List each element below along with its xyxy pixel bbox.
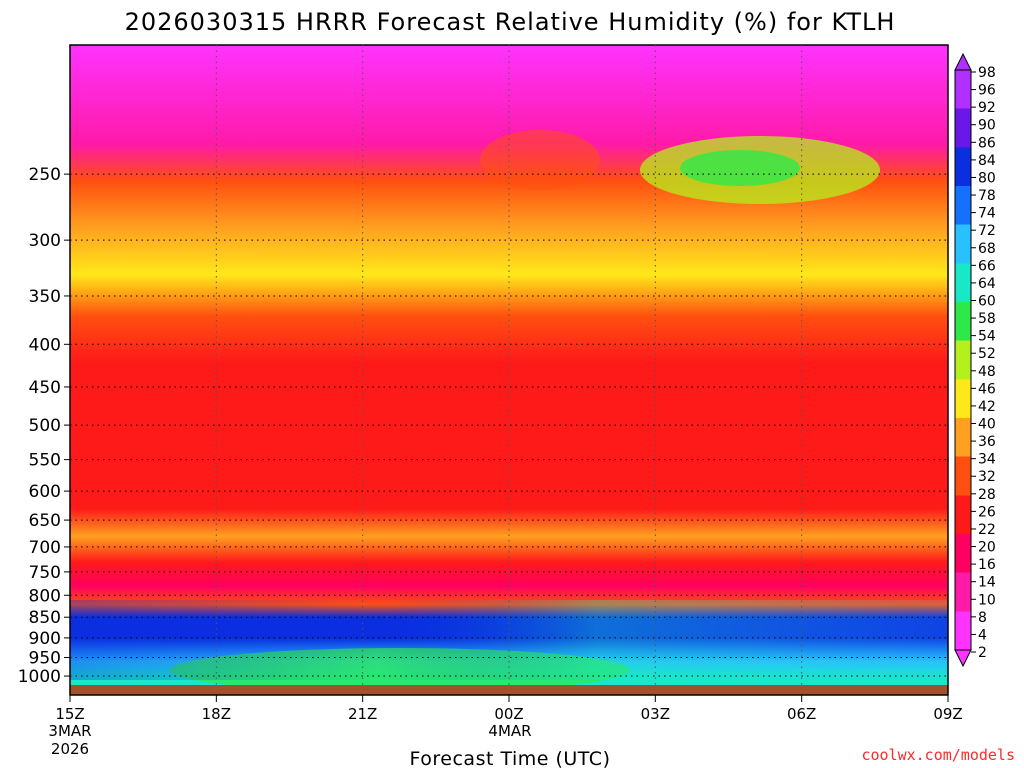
colorbar-tick-label: 80 (978, 170, 996, 186)
start-date-year: 2026 (51, 740, 89, 758)
colorbar-tick-label: 92 (978, 100, 996, 116)
colorbar-tick-label: 16 (978, 557, 996, 573)
time-tick-label: 00Z (494, 705, 523, 723)
colorbar: 2481014162022262832343640424648525458606… (954, 52, 996, 668)
credit-text: coolwx.com/models (861, 746, 1015, 764)
colorbar-tick-label: 58 (978, 311, 996, 327)
pressure-tick-label: 600 (29, 482, 61, 502)
ground-strip (70, 685, 948, 695)
colorbar-tick-label: 34 (978, 452, 996, 468)
colorbar-tick-label: 66 (978, 258, 996, 274)
colorbar-tick-label: 54 (978, 329, 996, 345)
colorbar-bottom-arrow (954, 649, 972, 668)
colorbar-tick-label: 42 (978, 399, 996, 415)
pressure-tick-label: 500 (29, 416, 61, 436)
pressure-tick-label: 350 (29, 287, 61, 307)
colorbar-tick-label: 8 (978, 610, 987, 626)
colorbar-tick-label: 52 (978, 346, 996, 362)
colorbar-tick-label: 64 (978, 276, 996, 292)
start-date-day: 3MAR (48, 722, 91, 740)
colorbar-bar (954, 69, 972, 651)
colorbar-tick-label: 68 (978, 241, 996, 257)
chart-title: 2026030315 HRRR Forecast Relative Humidi… (125, 8, 896, 36)
pressure-tick-label: 800 (29, 586, 61, 606)
colorbar-tick-label: 84 (978, 153, 996, 169)
colorbar-tick-label: 22 (978, 522, 996, 538)
time-tick-label: 06Z (787, 705, 816, 723)
colorbar-tick-label: 40 (978, 417, 996, 433)
colorbar-tick-label: 26 (978, 504, 996, 520)
pressure-tick-label: 650 (29, 511, 61, 531)
x-axis-label: Forecast Time (UTC) (410, 748, 611, 768)
colorbar-tick-label: 60 (978, 293, 996, 309)
pressure-tick-label: 550 (29, 451, 61, 471)
colorbar-top-arrow (954, 52, 972, 71)
colorbar-tick-label: 10 (978, 592, 996, 608)
colorbar-tick-label: 4 (978, 627, 987, 643)
time-tick-label: 15Z (55, 705, 84, 723)
pressure-gridlines (70, 173, 948, 677)
dry-slot-upper (480, 130, 600, 190)
pressure-tick-label: 950 (29, 648, 61, 668)
pressure-tick-label: 900 (29, 629, 61, 649)
colorbar-tick-label: 78 (978, 188, 996, 204)
pressure-tick-label: 400 (29, 335, 61, 355)
colorbar-tick-label: 86 (978, 135, 996, 151)
colorbar-ticks: 2481014162022262832343640424648525458606… (971, 65, 996, 661)
time-tick-label: 03Z (641, 705, 670, 723)
colorbar-tick-label: 32 (978, 469, 996, 485)
time-axis: 15Z 18Z 21Z 00Z 03Z 06Z 09Z (55, 695, 963, 723)
plot-area: 2503003504004505005506006507007508008509… (18, 44, 963, 723)
colorbar-tick-label: 48 (978, 364, 996, 380)
time-tick-label: 09Z (933, 705, 962, 723)
day-change-label: 4MAR (488, 722, 531, 740)
colorbar-tick-label: 28 (978, 487, 996, 503)
pressure-tick-label: 450 (29, 378, 61, 398)
pressure-tick-label: 300 (29, 231, 61, 251)
time-tick-label: 18Z (202, 705, 231, 723)
colorbar-tick-label: 98 (978, 65, 996, 81)
colorbar-tick-label: 14 (978, 575, 996, 591)
pressure-tick-label: 250 (29, 165, 61, 185)
colorbar-tick-label: 20 (978, 540, 996, 556)
pressure-tick-label: 1000 (18, 667, 61, 687)
colorbar-tick-label: 2 (978, 645, 987, 661)
pressure-tick-label: 850 (29, 608, 61, 628)
pressure-tick-label: 750 (29, 563, 61, 583)
colorbar-tick-label: 36 (978, 434, 996, 450)
pressure-tick-label: 700 (29, 538, 61, 558)
moist-patch-upper-core (680, 150, 800, 186)
colorbar-tick-label: 72 (978, 223, 996, 239)
colorbar-tick-label: 74 (978, 206, 996, 222)
colorbar-tick-label: 96 (978, 83, 996, 99)
colorbar-tick-label: 46 (978, 381, 996, 397)
colorbar-tick-label: 90 (978, 118, 996, 134)
time-gridlines (215, 45, 803, 685)
pressure-axis: 2503003504004505005506006507007508008509… (18, 165, 70, 687)
time-tick-label: 21Z (348, 705, 377, 723)
